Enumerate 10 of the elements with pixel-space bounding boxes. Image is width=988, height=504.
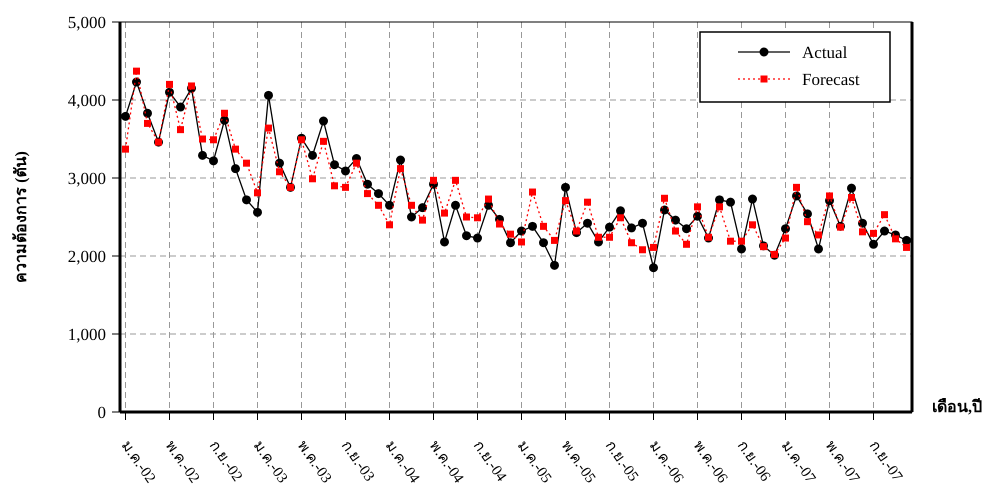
y-tick-label: 2,000 [68,246,106,266]
y-tick-label: 5,000 [68,12,106,32]
y-tick-label: 0 [98,402,106,422]
y-tick-label: 4,000 [68,90,106,110]
x-axis-title: เดือน,ปี [932,397,982,416]
y-tick-label: 1,000 [68,324,106,344]
y-tick-label: 3,000 [68,168,106,188]
legend-label: Actual [802,42,848,62]
legend-label: Forecast [802,70,860,89]
y-axis-title: ความต้องการ (ตัน) [12,151,30,283]
